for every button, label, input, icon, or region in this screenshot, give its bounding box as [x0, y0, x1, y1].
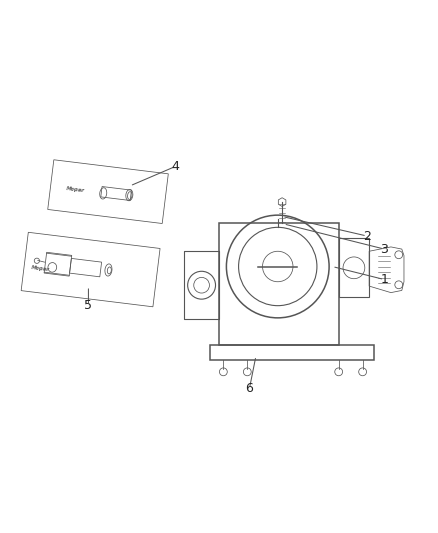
Text: Mopar: Mopar — [66, 186, 85, 193]
Text: 4: 4 — [172, 160, 180, 173]
Text: 5: 5 — [85, 299, 92, 312]
Text: 2: 2 — [363, 230, 371, 243]
Text: 1: 1 — [381, 273, 389, 286]
Text: 6: 6 — [246, 382, 254, 395]
Text: 3: 3 — [381, 243, 389, 256]
Text: Mopar: Mopar — [31, 265, 50, 272]
